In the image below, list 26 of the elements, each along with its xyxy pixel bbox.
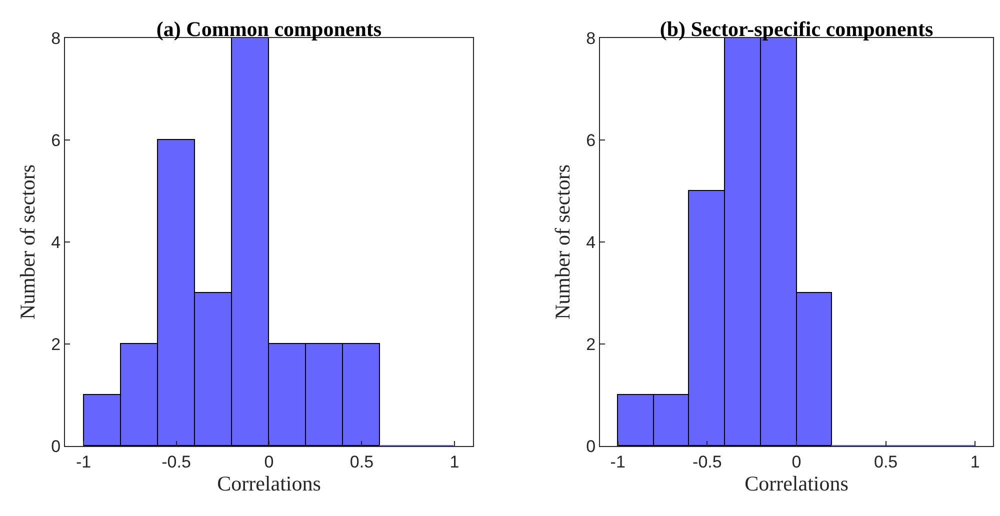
x-axis-title: Correlations (744, 471, 848, 496)
y-tick-label: 4 (51, 232, 61, 252)
y-tick-label: 6 (51, 130, 61, 150)
y-tick-label: 2 (586, 334, 596, 354)
chart-title: (b) Sector-specific components (660, 17, 934, 41)
y-tick-label: 8 (586, 28, 596, 48)
x-tick-label: 0.5 (874, 452, 898, 472)
y-axis-title: Number of sectors (15, 164, 40, 320)
y-tick-label: 6 (586, 130, 596, 150)
y-axis-title: Number of sectors (550, 164, 574, 320)
x-tick-label: 0.5 (350, 452, 374, 472)
x-axis-title: Correlations (217, 471, 321, 496)
x-tick-label: 1 (450, 452, 460, 472)
y-tick-label: 0 (586, 436, 596, 456)
x-tick-label: 1 (970, 452, 980, 472)
x-tick-label: -0.5 (692, 452, 722, 472)
y-tick-label: 0 (51, 436, 61, 456)
x-tick-label: 0 (792, 452, 802, 472)
chart-title: (a) Common components (156, 17, 382, 41)
x-tick-label: 0 (264, 452, 274, 472)
x-tick-label: -1 (610, 452, 626, 472)
x-tick-label: -0.5 (162, 452, 191, 472)
y-tick-label: 2 (51, 334, 61, 354)
y-tick-label: 8 (51, 28, 61, 48)
y-tick-label: 4 (586, 232, 596, 252)
x-tick-label: -1 (76, 452, 92, 472)
